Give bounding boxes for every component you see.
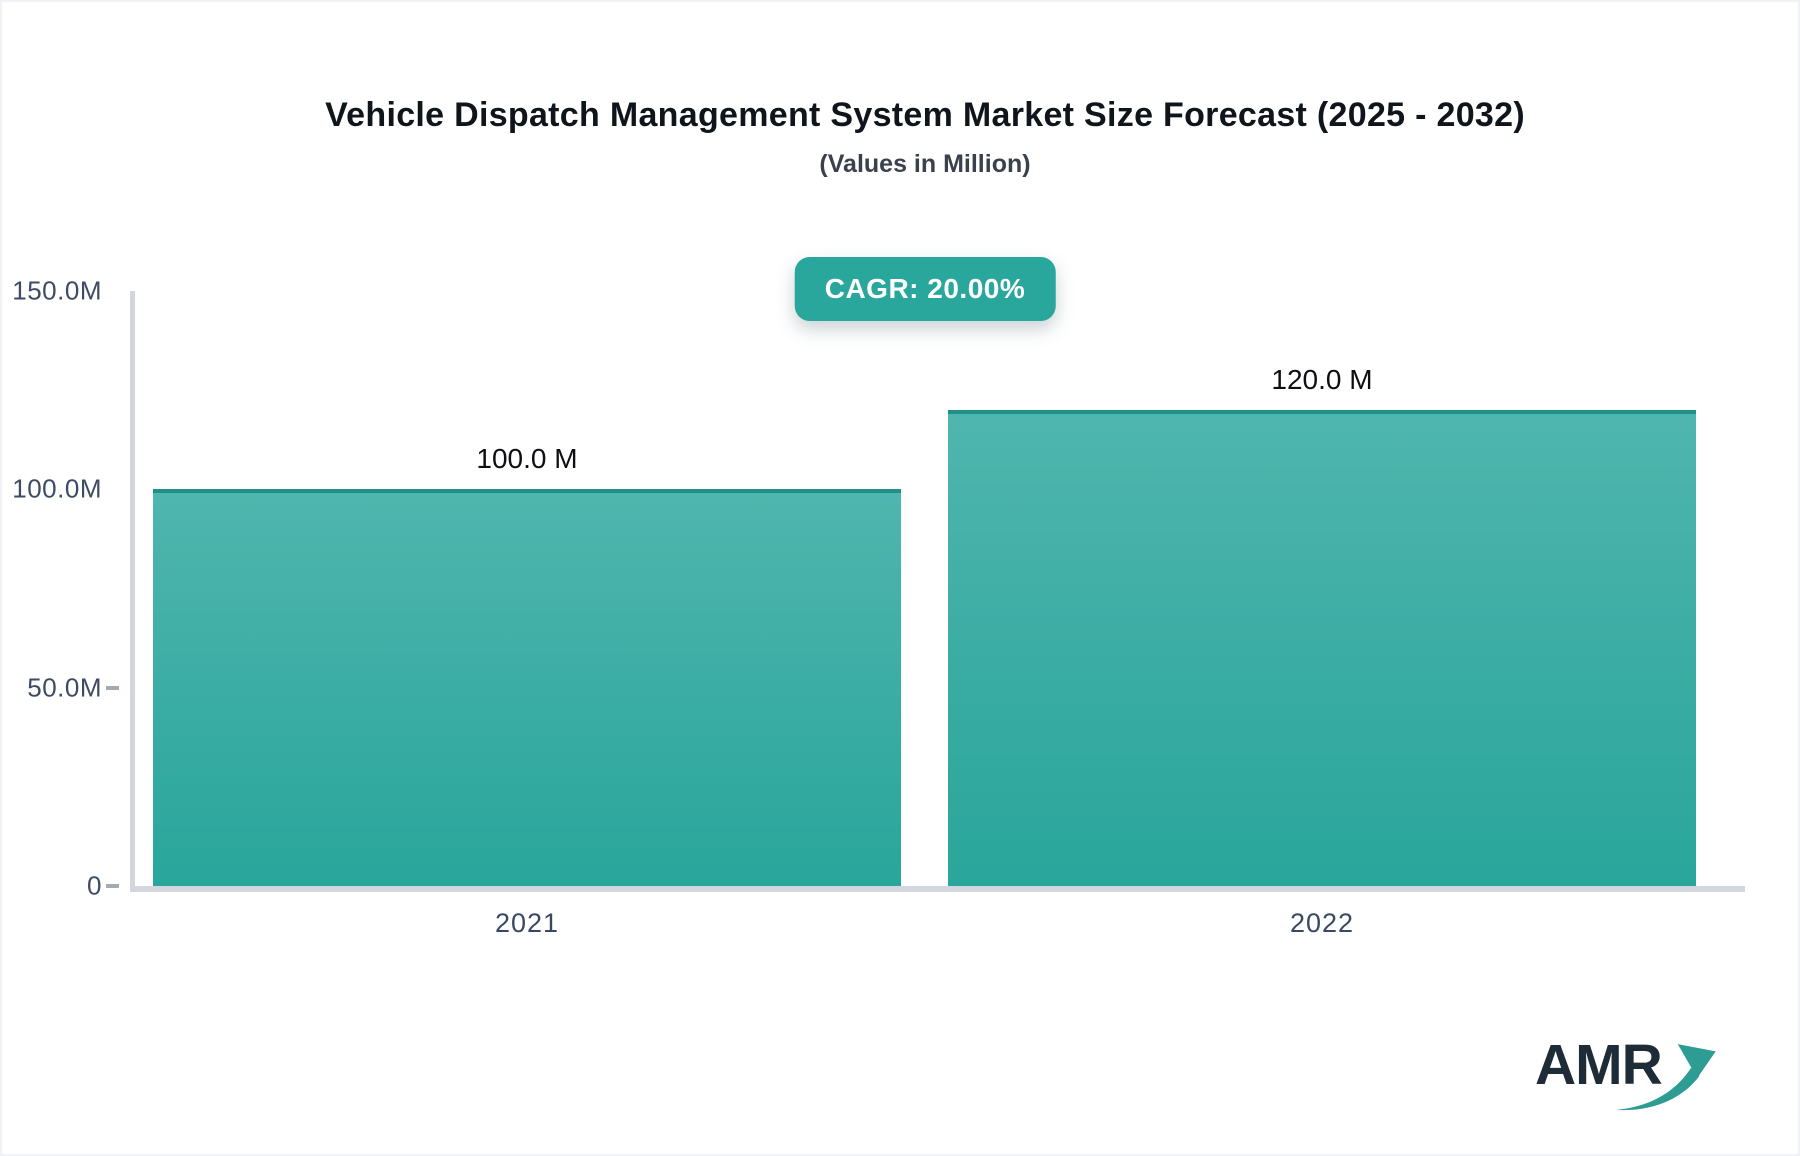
amr-logo-text: AMR <box>1535 1033 1663 1097</box>
bar-2021 <box>153 489 901 886</box>
y-tick-label: 100.0M <box>12 473 102 504</box>
bar-value-label: 120.0 M <box>1271 364 1373 395</box>
x-axis-line <box>130 886 1745 892</box>
x-axis-label: 2022 <box>1289 908 1355 938</box>
y-tick-mark <box>106 884 119 888</box>
y-axis-labels: 150.0M 100.0M 50.0M 0 <box>2 276 119 901</box>
chart-title: Vehicle Dispatch Management System Marke… <box>325 96 1525 134</box>
cagr-badge: CAGR: 20.00% <box>794 257 1056 321</box>
y-axis-line <box>130 291 135 892</box>
y-tick-mark <box>106 685 119 690</box>
amr-logo: AMR <box>1535 1032 1720 1116</box>
growth-arrow-icon <box>1616 1044 1716 1111</box>
x-axis-label: 2021 <box>494 908 560 938</box>
bar-2022 <box>948 410 1696 886</box>
plot-area: 100.0 M 2021 120.0 M 2022 <box>130 291 1745 938</box>
chart-subtitle: (Values in Million) <box>819 150 1031 178</box>
y-tick-label: 150.0M <box>12 275 102 306</box>
bar-value-label: 100.0 M <box>476 443 578 475</box>
y-tick-label: 50.0M <box>27 672 102 703</box>
y-tick-label: 0 <box>87 870 102 901</box>
